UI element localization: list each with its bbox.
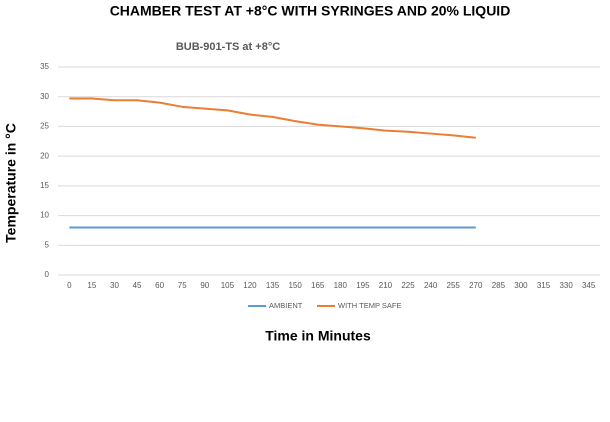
x-tick-label: 345 bbox=[582, 281, 596, 290]
x-tick-label: 270 bbox=[469, 281, 483, 290]
x-tick-label: 135 bbox=[266, 281, 280, 290]
y-axis-label: Temperature in °C bbox=[3, 123, 19, 243]
legend-label: AMBIENT bbox=[269, 301, 303, 310]
y-tick-label: 15 bbox=[40, 181, 49, 190]
chart-subtitle: BUB-901-TS at +8°C bbox=[176, 41, 280, 53]
x-tick-label: 300 bbox=[514, 281, 528, 290]
x-axis-label: Time in Minutes bbox=[265, 328, 371, 344]
x-tick-label: 180 bbox=[334, 281, 348, 290]
x-tick-label: 105 bbox=[221, 281, 235, 290]
x-tick-label: 120 bbox=[243, 281, 257, 290]
chart-title: CHAMBER TEST AT +8°C WITH SYRINGES AND 2… bbox=[110, 3, 511, 19]
y-tick-label: 25 bbox=[40, 122, 49, 131]
x-tick-label: 15 bbox=[87, 281, 96, 290]
x-tick-label: 90 bbox=[200, 281, 209, 290]
x-tick-label: 240 bbox=[424, 281, 438, 290]
y-tick-label: 5 bbox=[45, 240, 50, 249]
y-tick-label: 35 bbox=[40, 62, 49, 71]
x-tick-label: 330 bbox=[559, 281, 573, 290]
x-tick-label: 165 bbox=[311, 281, 325, 290]
x-tick-label: 195 bbox=[356, 281, 370, 290]
y-tick-label: 30 bbox=[40, 92, 49, 101]
x-tick-label: 255 bbox=[447, 281, 461, 290]
series-line bbox=[69, 97, 476, 139]
x-tick-label: 285 bbox=[492, 281, 506, 290]
y-tick-label: 0 bbox=[45, 270, 50, 279]
x-tick-label: 150 bbox=[288, 281, 302, 290]
legend-label: WITH TEMP SAFE bbox=[338, 301, 401, 310]
x-tick-label: 75 bbox=[178, 281, 187, 290]
x-tick-label: 225 bbox=[401, 281, 415, 290]
y-tick-label: 20 bbox=[40, 151, 49, 160]
legend: AMBIENT WITH TEMP SAFE bbox=[248, 301, 401, 310]
x-tick-label: 0 bbox=[67, 281, 72, 290]
x-tick-label: 210 bbox=[379, 281, 393, 290]
x-tick-label: 45 bbox=[133, 281, 142, 290]
x-tick-label: 315 bbox=[537, 281, 551, 290]
y-tick-label: 10 bbox=[40, 211, 49, 220]
x-tick-label: 60 bbox=[155, 281, 164, 290]
x-tick-label: 30 bbox=[110, 281, 119, 290]
